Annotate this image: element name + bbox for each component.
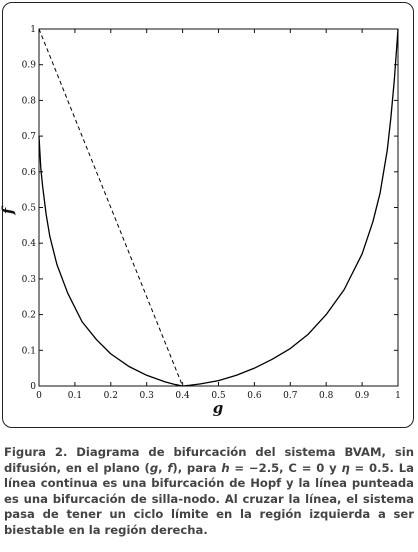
x-tick-label: 0.3 [140, 391, 155, 401]
y-tick-label: 0.9 [22, 61, 37, 71]
y-tick-label: 0.3 [22, 275, 37, 285]
bifurcation-chart: 0 0.1 0.2 0.3 0.4 0.5 0.6 0.7 0.8 0.9 1 0 0.1 0.2 0.3 0… [0, 25, 401, 417]
x-tick-label: 0.6 [247, 391, 262, 401]
caption-text: = −2.5, C = 0 y [229, 460, 342, 475]
caption-text: = 0.5. La línea continua es una bifurcac… [4, 460, 414, 537]
x-tick-label: 0.7 [283, 391, 298, 401]
caption-label: Figura 2. [4, 445, 68, 459]
x-tick-label: 0.9 [355, 391, 370, 401]
figure-frame [2, 2, 414, 428]
x-tick-label: 1 [395, 391, 401, 401]
series-group [38, 28, 399, 387]
saddle-node-dashed-line [38, 28, 184, 387]
x-tick-label: 0.8 [319, 391, 334, 401]
caption-body: Diagrama de bifurcación del sistema BVAM… [4, 445, 414, 537]
y-tick-label: 0.2 [22, 311, 36, 321]
x-axis-title: g [213, 399, 224, 417]
y-tick-label: 0.7 [22, 132, 37, 142]
y-axis-title: f [0, 205, 17, 215]
x-tick-label: 0.4 [175, 391, 190, 401]
caption-italic-symbol: h [221, 460, 230, 475]
x-tick-label: 0.1 [68, 391, 82, 401]
caption-italic-symbol: g [149, 460, 159, 475]
x-tick-label: 0.2 [104, 391, 118, 401]
x-tick-label: 0 [36, 391, 42, 401]
y-tick-label: 0 [30, 382, 36, 392]
y-tick-label: 0.6 [22, 168, 37, 178]
caption-text: ), para [172, 460, 222, 475]
hopf-solid-curve [38, 28, 399, 387]
y-tick-label: 1 [30, 25, 36, 35]
caption-text: Diagrama de bifurcación del sistema BVAM… [4, 445, 415, 475]
x-tick-label: 0.5 [211, 391, 226, 401]
y-tick-label: 0.8 [22, 96, 37, 106]
y-tick-label: 0.1 [22, 346, 36, 356]
ticks-group: 0 0.1 0.2 0.3 0.4 0.5 0.6 0.7 0.8 0.9 1 0 0.1 0.2 0.3 0… [22, 25, 401, 401]
y-tick-label: 0.5 [22, 204, 37, 214]
caption-italic-symbol: η [341, 460, 350, 475]
y-tick-label: 0.4 [22, 239, 37, 249]
figure-caption: Figura 2. Diagrama de bifurcación del si… [4, 445, 414, 538]
caption-italic-symbol: f [167, 460, 173, 475]
plot-area [38, 28, 399, 387]
caption-text: , [158, 460, 168, 475]
